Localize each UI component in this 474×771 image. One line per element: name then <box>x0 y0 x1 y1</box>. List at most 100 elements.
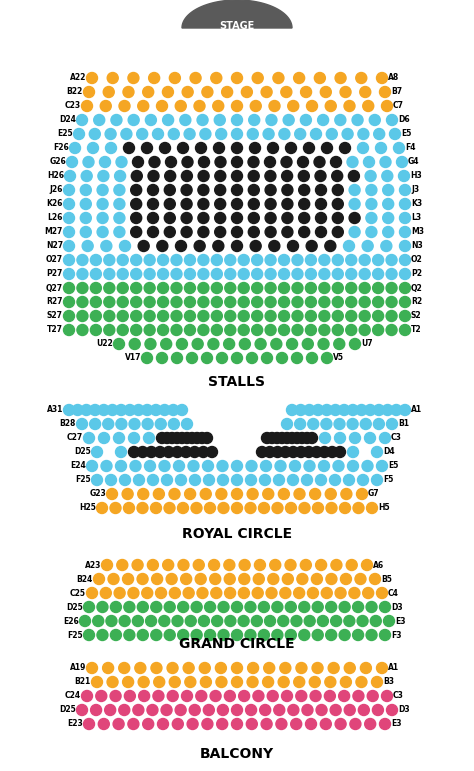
Circle shape <box>164 184 175 196</box>
Circle shape <box>164 213 175 224</box>
Circle shape <box>294 676 305 688</box>
Circle shape <box>312 662 323 674</box>
Circle shape <box>276 433 288 443</box>
Circle shape <box>261 719 272 729</box>
Circle shape <box>83 719 94 729</box>
Circle shape <box>91 446 102 457</box>
Circle shape <box>190 474 201 486</box>
Circle shape <box>188 460 199 472</box>
Circle shape <box>344 100 355 112</box>
Circle shape <box>352 115 363 126</box>
Circle shape <box>261 86 272 97</box>
Circle shape <box>299 601 310 612</box>
Circle shape <box>374 129 385 140</box>
Circle shape <box>316 705 327 715</box>
Circle shape <box>376 72 388 83</box>
Circle shape <box>245 601 256 612</box>
Text: D25: D25 <box>74 447 91 456</box>
Circle shape <box>264 615 275 627</box>
Circle shape <box>319 460 329 472</box>
Circle shape <box>282 691 292 702</box>
Circle shape <box>360 662 372 674</box>
Circle shape <box>157 254 169 265</box>
Text: K3: K3 <box>411 200 422 208</box>
Circle shape <box>194 241 205 251</box>
Circle shape <box>135 662 146 674</box>
Circle shape <box>366 503 377 513</box>
Circle shape <box>319 254 330 265</box>
Circle shape <box>335 433 346 443</box>
Circle shape <box>142 419 153 429</box>
Circle shape <box>181 574 191 584</box>
Circle shape <box>256 446 267 457</box>
Circle shape <box>168 419 179 429</box>
Text: F5: F5 <box>383 476 393 484</box>
Circle shape <box>339 601 350 612</box>
Circle shape <box>182 86 193 97</box>
Circle shape <box>155 446 165 457</box>
Circle shape <box>279 311 290 322</box>
Circle shape <box>144 254 155 265</box>
Circle shape <box>252 297 263 308</box>
Circle shape <box>238 311 249 322</box>
Circle shape <box>326 574 337 584</box>
Circle shape <box>191 629 202 641</box>
Circle shape <box>172 352 182 363</box>
Circle shape <box>310 691 321 702</box>
Circle shape <box>249 143 261 153</box>
Circle shape <box>131 268 142 280</box>
Circle shape <box>98 405 109 416</box>
Circle shape <box>171 325 182 335</box>
Circle shape <box>64 325 74 335</box>
Circle shape <box>213 100 224 112</box>
Circle shape <box>276 719 287 729</box>
Circle shape <box>347 405 358 416</box>
Circle shape <box>231 241 243 251</box>
Circle shape <box>231 213 243 224</box>
Circle shape <box>183 588 194 598</box>
Circle shape <box>116 419 127 429</box>
Circle shape <box>189 446 200 457</box>
Circle shape <box>164 601 175 612</box>
Text: K26: K26 <box>46 200 63 208</box>
Text: Q2: Q2 <box>411 284 423 292</box>
Circle shape <box>373 282 383 294</box>
Circle shape <box>181 446 191 457</box>
Circle shape <box>325 241 336 251</box>
Circle shape <box>305 254 317 265</box>
Circle shape <box>146 115 156 126</box>
Circle shape <box>335 115 346 126</box>
Circle shape <box>167 691 178 702</box>
Circle shape <box>353 503 364 513</box>
Circle shape <box>157 268 169 280</box>
Circle shape <box>279 297 290 308</box>
Circle shape <box>346 560 357 571</box>
Text: G23: G23 <box>89 490 106 499</box>
Circle shape <box>107 405 118 416</box>
Circle shape <box>353 601 364 612</box>
Text: O27: O27 <box>46 255 63 264</box>
Circle shape <box>356 405 367 416</box>
Circle shape <box>128 588 139 598</box>
Circle shape <box>275 460 286 472</box>
Circle shape <box>97 184 108 196</box>
Circle shape <box>278 489 289 500</box>
Circle shape <box>153 691 164 702</box>
Circle shape <box>303 143 315 153</box>
Text: A1: A1 <box>388 664 399 672</box>
Circle shape <box>157 311 169 322</box>
Circle shape <box>306 241 317 251</box>
Circle shape <box>104 297 115 308</box>
Circle shape <box>373 268 383 280</box>
Circle shape <box>199 662 210 674</box>
Circle shape <box>262 352 273 363</box>
Text: P27: P27 <box>46 270 63 278</box>
Circle shape <box>213 143 225 153</box>
Circle shape <box>186 433 198 443</box>
Circle shape <box>64 268 74 280</box>
Circle shape <box>252 268 263 280</box>
Circle shape <box>66 157 78 167</box>
Circle shape <box>96 691 107 702</box>
Circle shape <box>335 719 346 729</box>
Circle shape <box>225 615 236 627</box>
